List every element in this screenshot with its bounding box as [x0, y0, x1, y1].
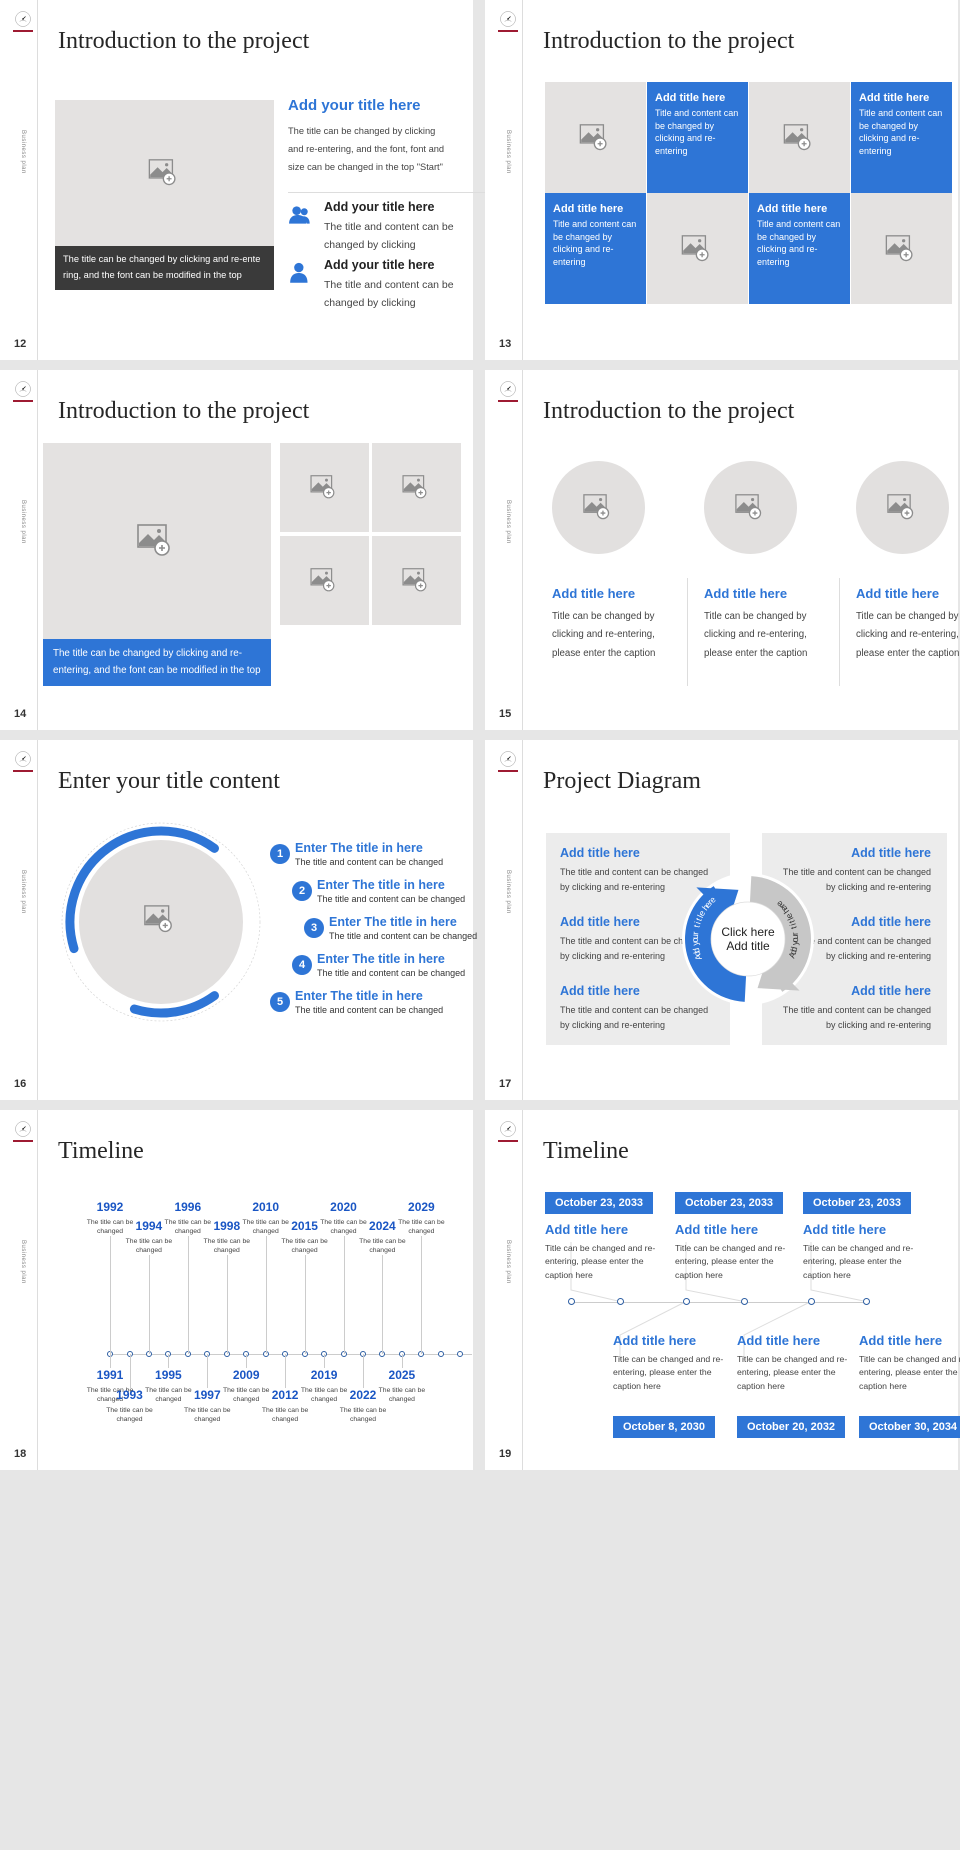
svg-text:d: d [788, 946, 799, 953]
svg-text:r: r [790, 932, 800, 936]
svg-text:d: d [691, 947, 702, 954]
svg-text:r: r [690, 931, 700, 935]
